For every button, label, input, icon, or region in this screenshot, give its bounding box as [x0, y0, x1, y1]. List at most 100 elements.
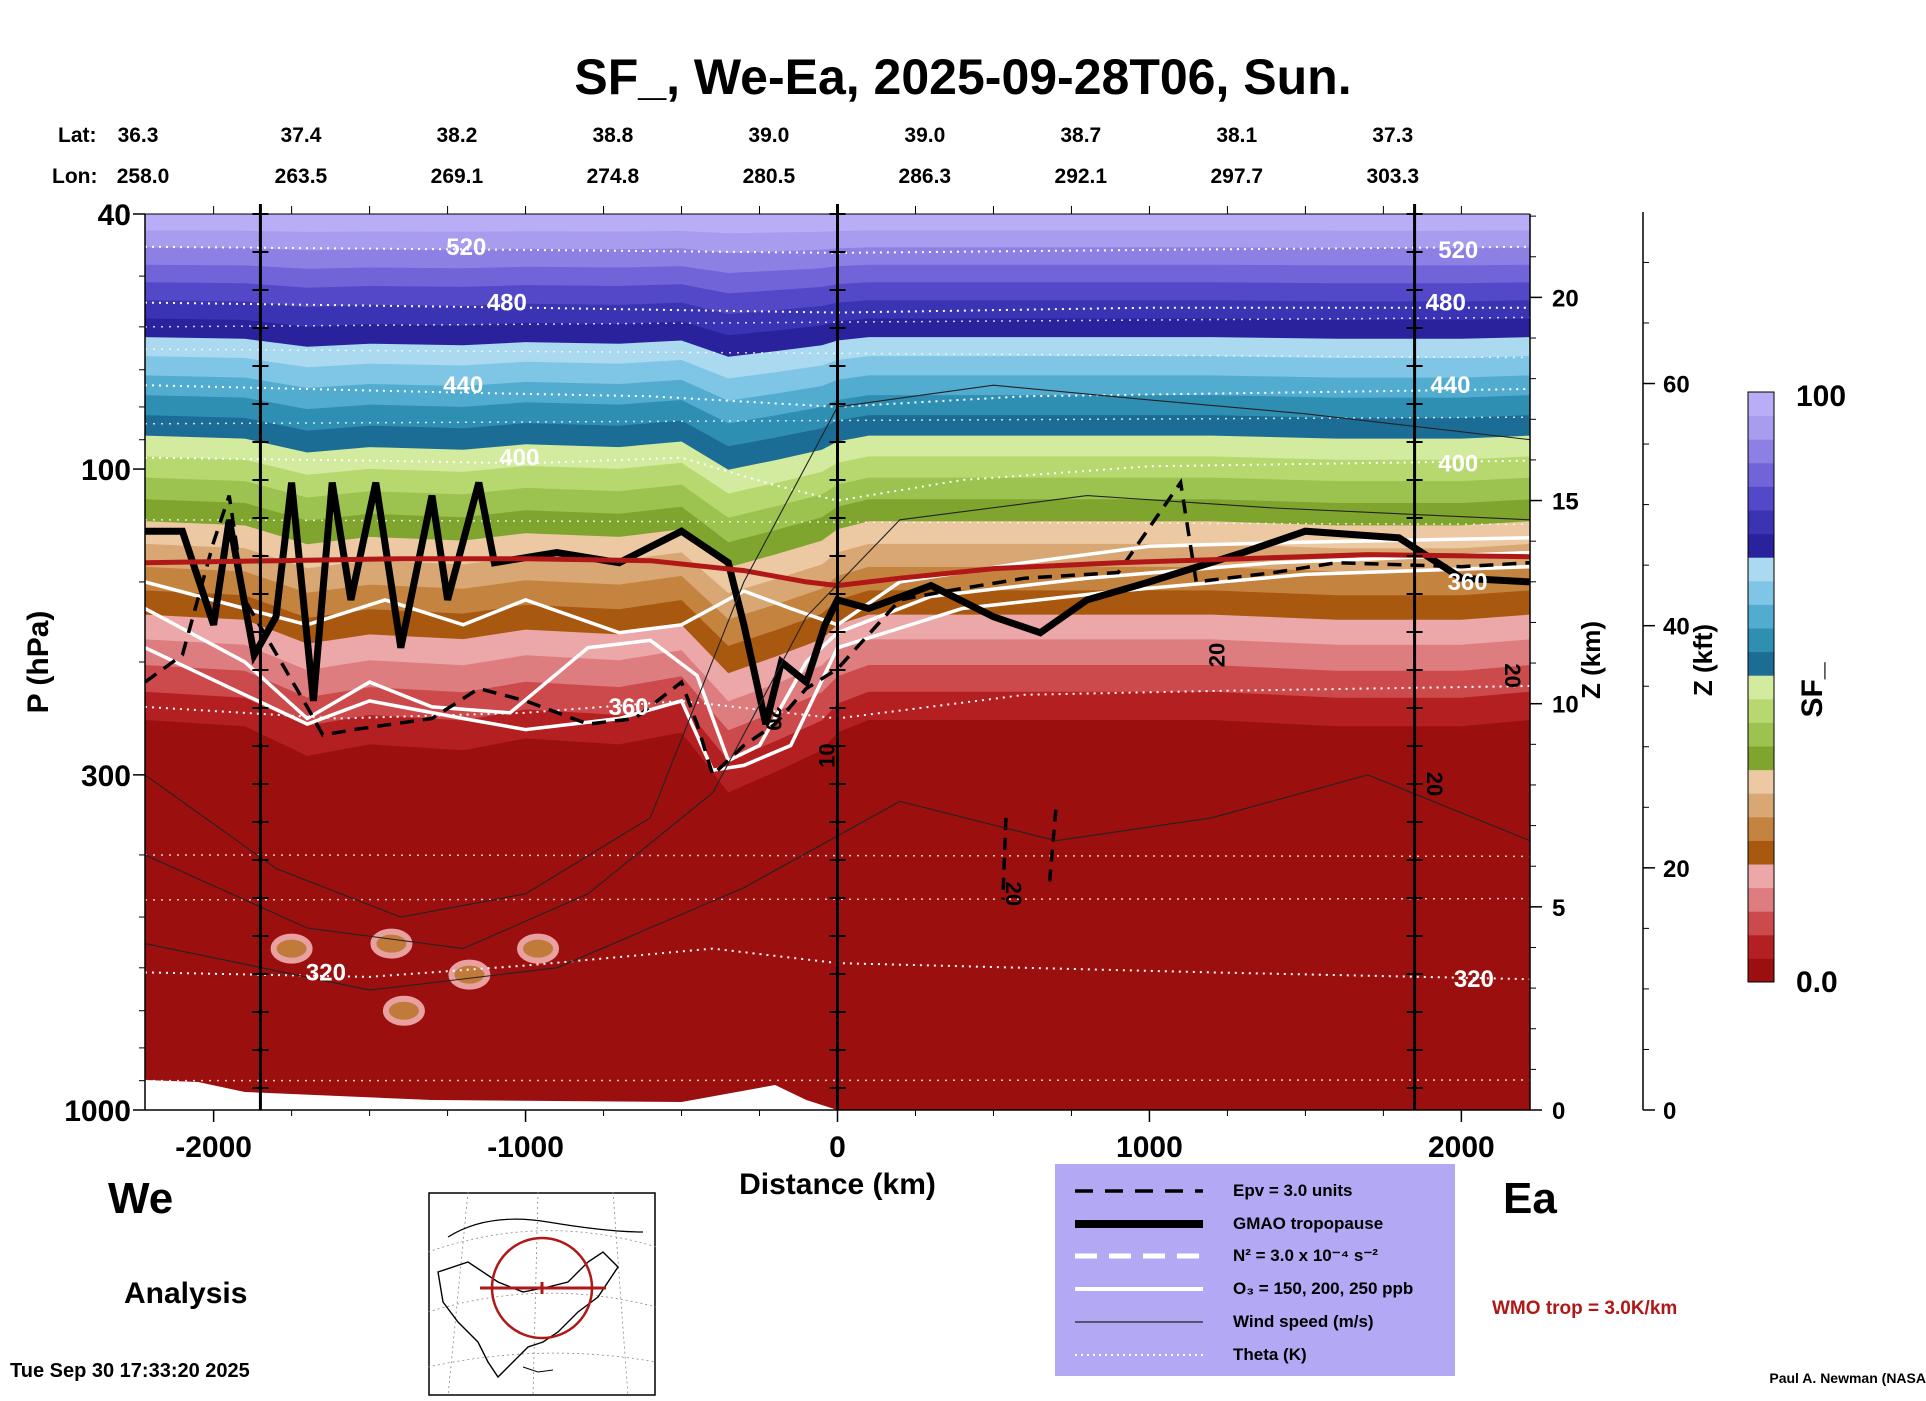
- legend-label-theta: Theta (K): [1233, 1345, 1307, 1364]
- colorbar-segment: [1748, 486, 1774, 511]
- field-feature: [382, 995, 425, 1026]
- lat-label: Lat:: [58, 124, 97, 147]
- ozone-contour: [145, 564, 1530, 773]
- wind-contour: [145, 495, 1530, 950]
- lat-value: 38.8: [592, 124, 634, 147]
- surface-mask: [145, 1080, 838, 1110]
- colorbar-segment: [1748, 911, 1774, 936]
- colorbar-segment: [1748, 887, 1774, 912]
- x-axis-label: Distance (km): [739, 1168, 936, 1201]
- lon-value: 269.1: [430, 165, 484, 188]
- lat-value: 37.3: [1372, 124, 1414, 147]
- legend: Epv = 3.0 units GMAO tropopause N² = 3.0…: [1055, 1164, 1455, 1376]
- wind-label: 20: [1001, 882, 1026, 906]
- x-tick-label: 0: [829, 1131, 846, 1164]
- page-title: SF_, We-Ea, 2025-09-28T06, Sun.: [574, 49, 1352, 105]
- x-tick-label: -2000: [175, 1131, 252, 1164]
- colorbar-segment: [1748, 958, 1774, 983]
- zkm-tick-label: 10: [1552, 692, 1579, 719]
- theta-label: 360: [1448, 569, 1488, 596]
- y-tick-label: 300: [81, 760, 131, 793]
- lat-value: 38.7: [1060, 124, 1102, 147]
- legend-label-wind: Wind speed (m/s): [1233, 1312, 1374, 1331]
- y-tick-label: 1000: [64, 1095, 131, 1128]
- theta-label: 520: [446, 234, 486, 261]
- lat-value: 37.4: [280, 124, 322, 147]
- theta-label: 320: [306, 959, 346, 986]
- y-tick-label: 100: [81, 454, 131, 487]
- wmo-tropopause: [145, 552, 1530, 589]
- lat-value: 36.3: [117, 124, 159, 147]
- wind-label: 20: [1500, 663, 1525, 687]
- zkm-axis-label: Z (km): [1576, 621, 1606, 699]
- legend-item-theta: Theta (K): [1075, 1344, 1307, 1366]
- theta-label: 440: [1430, 372, 1470, 399]
- zkm-tick-label: 5: [1552, 895, 1565, 922]
- legend-label-ozone: O₃ = 150, 200, 250 ppb: [1233, 1279, 1414, 1298]
- lon-value: 286.3: [898, 165, 952, 188]
- wind-label: 10: [814, 743, 839, 767]
- zkm-tick-label: 0: [1552, 1098, 1565, 1125]
- legend-item-n2: N² = 3.0 x 10⁻⁴ s⁻²: [1075, 1245, 1378, 1267]
- x-tick-label: 1000: [1116, 1131, 1183, 1164]
- colorbar-segment: [1748, 462, 1774, 487]
- west-label: We: [108, 1174, 174, 1223]
- gmao-tropopause: [145, 481, 1530, 725]
- wind-label: 20: [1422, 772, 1447, 796]
- lat-value: 38.1: [1216, 124, 1258, 147]
- east-label: Ea: [1503, 1174, 1557, 1223]
- zkft-tick-label: 40: [1663, 614, 1690, 641]
- lon-value: 280.5: [742, 165, 796, 188]
- x-tick-label: 2000: [1428, 1131, 1495, 1164]
- legend-item-epv: Epv = 3.0 units: [1075, 1180, 1353, 1202]
- colorbar-segment: [1748, 415, 1774, 440]
- theta-contour-520: [145, 245, 1530, 254]
- epv-contour: [145, 478, 1530, 779]
- legend-label-epv: Epv = 3.0 units: [1233, 1181, 1353, 1200]
- zkft-axis-label: Z (kft): [1688, 624, 1718, 696]
- legend-sample-ozone: [1075, 1287, 1203, 1291]
- theta-contour-320: [145, 947, 1530, 981]
- colorbar-segment: [1748, 510, 1774, 535]
- colorbar-segment: [1748, 392, 1774, 417]
- colorbar-segment: [1748, 722, 1774, 747]
- zkft-tick-label: 0: [1663, 1098, 1676, 1125]
- legend-sample-wind: [1075, 1321, 1203, 1323]
- legend-sample-gmao: [1075, 1220, 1203, 1228]
- theta-label: 400: [1438, 450, 1478, 477]
- theta-label: 480: [1426, 290, 1466, 317]
- wmo-tropopause-note: WMO trop = 3.0K/km: [1492, 1298, 1678, 1319]
- colorbar-segment: [1748, 651, 1774, 676]
- lat-value: 39.0: [904, 124, 946, 147]
- colorbar-segment: [1748, 628, 1774, 653]
- colorbar-segment: [1748, 793, 1774, 818]
- lat-value: 39.0: [748, 124, 790, 147]
- epv-contour: [1001, 817, 1008, 900]
- colorbar-segment: [1748, 557, 1774, 582]
- ozone-contour: [145, 550, 1530, 764]
- credit: Paul A. Newman (NASA: [1769, 1370, 1926, 1386]
- legend-item-wind: Wind speed (m/s): [1075, 1311, 1374, 1333]
- colorbar-segment: [1748, 816, 1774, 841]
- field-feature: [517, 933, 560, 964]
- wind-label: 20: [761, 706, 786, 730]
- plot-area: [145, 214, 1530, 1110]
- lon-value: 258.0: [116, 165, 170, 188]
- colorbar-frame: [1747, 391, 1775, 983]
- legend-sample-n2: [1075, 1253, 1203, 1259]
- colorbar-segment: [1748, 746, 1774, 771]
- legend-sample-theta: [1075, 1354, 1203, 1356]
- zkm-tick-label: 20: [1552, 285, 1579, 312]
- colorbar-segment: [1748, 604, 1774, 629]
- theta-label: 400: [499, 445, 539, 472]
- colorbar-segment: [1748, 675, 1774, 700]
- legend-label-n2: N² = 3.0 x 10⁻⁴ s⁻²: [1233, 1246, 1378, 1265]
- axes-layer: -2000 -1000 0 1000 2000100030010040Distance …: [22, 199, 1718, 1201]
- overlay-layer: 320 320 360 360 400 400 440 440 480 480 520 520 20 20…: [252, 204, 1525, 1110]
- legend-sample-epv: [1075, 1189, 1203, 1193]
- lon-label: Lon:: [52, 165, 98, 188]
- wind-contour: [145, 774, 1530, 991]
- x-tick-label: -1000: [487, 1131, 564, 1164]
- colorbar-min-label: 0.0: [1796, 966, 1838, 999]
